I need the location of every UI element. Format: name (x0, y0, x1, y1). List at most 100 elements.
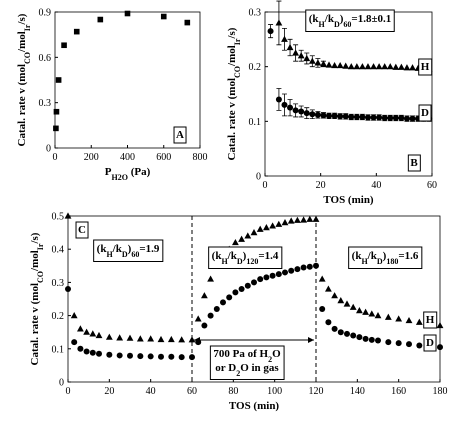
x-tick-label: 20 (104, 386, 114, 397)
data-point (350, 332, 357, 339)
data-point (437, 344, 443, 351)
data-point (331, 292, 338, 299)
data-point (349, 303, 357, 310)
y-tick-label: 0.2 (249, 62, 262, 73)
x-axis-label: TOS (min) (229, 400, 280, 412)
data-point (359, 63, 366, 70)
text-part: (k (309, 13, 320, 25)
y-tick-label: 0.3 (52, 278, 65, 289)
text-part: ) (340, 13, 344, 25)
annotation: (kH/kD)60=1.8±0.1 (309, 13, 391, 29)
label-box (348, 246, 423, 269)
label-box (93, 239, 164, 262)
y-tick-label: 0 (59, 378, 64, 389)
data-point (375, 337, 381, 344)
data-point (298, 108, 305, 115)
data-point (292, 107, 299, 114)
data-point (386, 63, 394, 70)
data-point (326, 112, 333, 119)
data-point (405, 316, 413, 324)
data-point (292, 49, 300, 56)
data-point (238, 235, 245, 242)
y-tick-label: 0.1 (52, 344, 65, 355)
subscript: Ir (233, 38, 242, 45)
subscript: H (106, 250, 113, 259)
subscript: D (377, 257, 383, 266)
data-point (96, 350, 102, 357)
data-point (370, 63, 377, 70)
subscript: H (361, 257, 368, 266)
data-point (89, 349, 96, 356)
data-point (392, 115, 399, 122)
data-point (201, 292, 208, 299)
data-point (325, 285, 332, 292)
subscript: 120 (246, 257, 258, 266)
x-tick-label: 200 (84, 152, 99, 163)
data-point (303, 54, 311, 62)
subscript: 2 (236, 369, 240, 378)
annotation: or D2O in gas (215, 362, 279, 378)
data-point (83, 328, 90, 335)
data-point (376, 114, 383, 121)
data-point (195, 339, 202, 346)
data-point (313, 262, 319, 269)
text-part: ) (243, 250, 247, 262)
data-point (331, 112, 338, 119)
data-point (409, 64, 416, 71)
data-point (178, 354, 185, 361)
annotation: (kH/kD)60=1.9 (97, 243, 160, 259)
data-point (53, 125, 59, 132)
data-point (325, 319, 332, 326)
data-point (309, 111, 316, 118)
data-point (387, 115, 394, 122)
text-part: =1.4 (258, 250, 279, 262)
data-point (353, 113, 360, 120)
y-axis-label: Catal. rate v (molCO/molIr/s) (29, 232, 45, 365)
y-tick-label: 0 (256, 172, 261, 183)
plot-frame (264, 11, 433, 177)
data-point (70, 312, 78, 319)
x-tick-label: 140 (350, 386, 365, 397)
subscript: CO (36, 271, 45, 283)
label-box (418, 104, 432, 122)
y-tick-label: 0.9 (39, 8, 52, 19)
x-tick-label: 20 (316, 180, 326, 191)
data-point (409, 115, 416, 122)
data-point (331, 61, 338, 69)
data-point (263, 274, 270, 281)
data-point (61, 42, 67, 49)
data-point (416, 342, 423, 349)
text-part: /k (227, 250, 238, 262)
data-point (83, 348, 90, 355)
data-point (303, 110, 310, 117)
data-point (126, 334, 134, 341)
data-point (320, 60, 327, 67)
x-tick-label: 0 (263, 180, 268, 191)
series-label: D (421, 107, 429, 119)
text-part: /s) (226, 27, 238, 39)
x-axis-label: PH2O (Pa) (105, 166, 151, 182)
x-tick-label: 60 (187, 386, 197, 397)
subscript: H2O (111, 173, 127, 182)
data-point (325, 61, 333, 68)
data-point (395, 340, 402, 347)
x-tick-label: 160 (391, 386, 406, 397)
panel-label: C (78, 224, 86, 236)
data-point (124, 10, 131, 17)
series-label: H (421, 61, 430, 73)
text-part: /k (324, 13, 335, 25)
data-point (384, 313, 392, 320)
data-point (55, 77, 62, 83)
text-part: Catal. rate v (mol (16, 64, 28, 146)
data-point (343, 300, 351, 307)
data-point (160, 13, 167, 20)
data-point (344, 330, 350, 337)
y-tick-label: 0.1 (249, 117, 262, 128)
subscript: D (237, 257, 243, 266)
data-point (275, 271, 282, 278)
data-point (294, 266, 301, 273)
data-point (306, 263, 313, 270)
text-part: =1.9 (139, 243, 160, 255)
